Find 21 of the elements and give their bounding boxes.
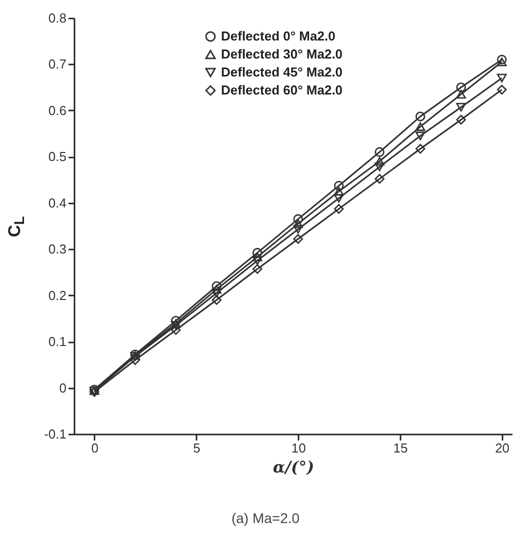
x-tick-label: 15 — [393, 440, 408, 456]
legend-label: Deflected 60° Ma2.0 — [221, 82, 343, 98]
y-tick-label: 0.6 — [48, 102, 66, 118]
x-tick-label: 5 — [193, 440, 200, 456]
y-tick-label: 0 — [59, 380, 66, 396]
y-tick-label: 0.5 — [48, 149, 66, 164]
y-tick-label: 0.2 — [48, 288, 66, 303]
legend-label: Deflected 0° Ma2.0 — [221, 28, 336, 44]
x-tick-label: 20 — [495, 440, 510, 456]
x-tick-label: 10 — [291, 440, 306, 456]
x-tick-label: 0 — [91, 440, 98, 456]
legend-label: Deflected 30° Ma2.0 — [221, 46, 343, 62]
x-axis-title: α/(°) — [272, 458, 314, 476]
text: (a) Ma=2.0 — [230, 510, 301, 526]
y-tick-label: -0.1 — [44, 426, 66, 442]
y-tick-label: 0.4 — [48, 195, 66, 210]
y-tick-label: 0.3 — [48, 242, 66, 257]
legend-label: Deflected 45° Ma2.0 — [221, 64, 343, 80]
y-tick-label: 0.1 — [48, 334, 66, 350]
y-tick-label: 0.8 — [48, 10, 66, 26]
y-tick-label: 0.7 — [48, 56, 66, 72]
